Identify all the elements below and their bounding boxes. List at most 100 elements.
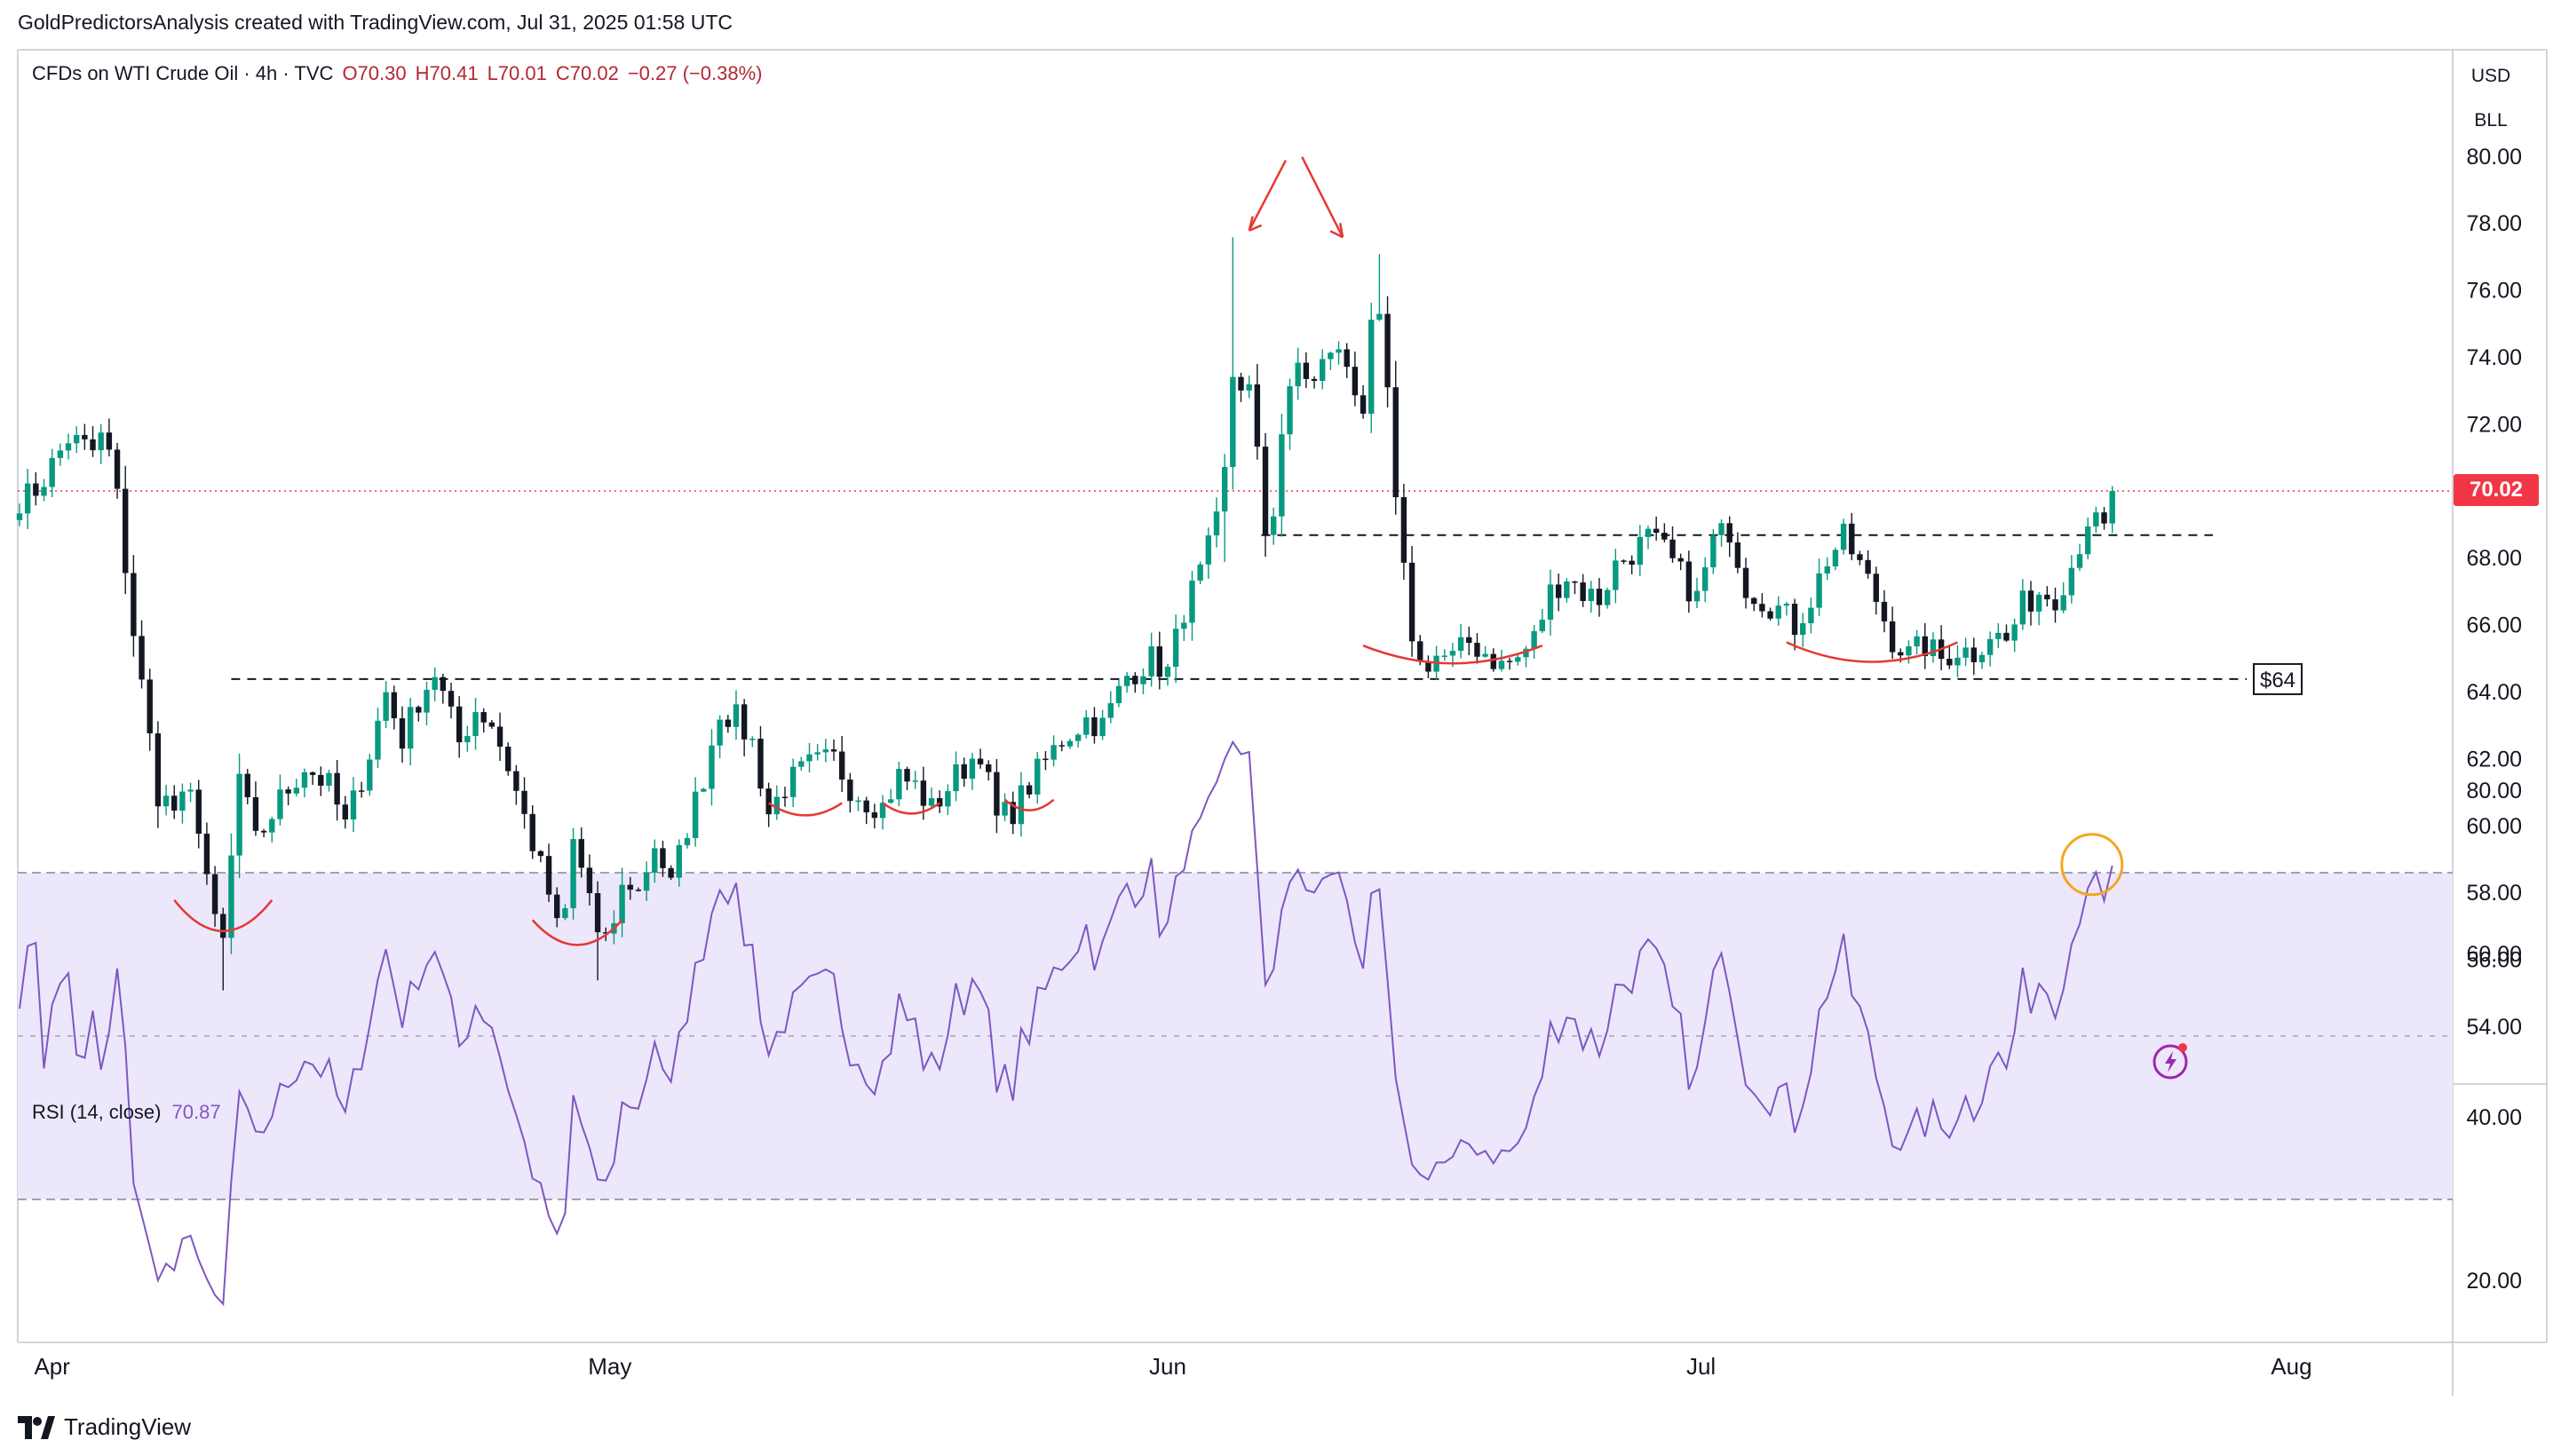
symbol-name[interactable]: CFDs on WTI Crude Oil · 4h · TVC <box>32 62 334 84</box>
candle-body <box>1018 785 1025 825</box>
candle-body <box>1091 716 1098 737</box>
candle-body <box>937 797 943 807</box>
currency-label[interactable]: USD <box>2470 66 2511 86</box>
rsi-axis[interactable]: 80.00 60.00 40.00 20.00 <box>2466 779 2522 1294</box>
candle-body <box>814 752 821 755</box>
candle-body <box>277 789 283 819</box>
candle-body <box>358 790 365 792</box>
candle-body <box>2003 632 2010 641</box>
rounded-bottom-arc <box>173 898 274 932</box>
candle-body <box>1661 533 1668 540</box>
candle-body <box>1295 362 1301 387</box>
candle-body <box>1417 641 1423 661</box>
candle-body <box>350 790 357 820</box>
candle-body <box>2076 554 2083 568</box>
candle-body <box>603 932 609 934</box>
candle-body <box>1840 523 1847 550</box>
candle-body <box>1629 560 1635 566</box>
candle-body <box>1490 653 1496 669</box>
candle-body <box>1189 580 1195 623</box>
candle-body <box>789 766 797 797</box>
candle-body <box>195 789 202 835</box>
candle-body <box>773 796 781 815</box>
candle-body <box>1865 559 1871 574</box>
branding-text: TradingView <box>64 1413 192 1440</box>
chart-attribution: GoldPredictorsAnalysis created with Trad… <box>18 11 733 34</box>
candle-body <box>1523 648 1529 658</box>
price-tick-label: 76.00 <box>2466 279 2522 304</box>
candle-body <box>1172 629 1179 668</box>
ohlc-high: H70.41 <box>415 62 479 84</box>
candle-body <box>65 443 72 451</box>
candle-body <box>187 789 194 792</box>
tradingview-branding[interactable]: TradingView <box>18 1413 191 1441</box>
candle-body <box>73 434 80 444</box>
candle-body <box>1849 523 1855 555</box>
candle-body <box>904 769 910 782</box>
candle-body <box>1783 604 1790 606</box>
candle-body <box>1857 554 1863 560</box>
time-axis[interactable]: Apr May Jun Jul Aug <box>34 1353 2311 1380</box>
candle-body <box>830 749 837 752</box>
candle-body <box>82 434 88 439</box>
rsi-legend[interactable]: RSI (14, close) 70.87 <box>32 1101 221 1124</box>
candle-body <box>1800 622 1806 636</box>
unit-label[interactable]: BLL <box>2474 110 2508 131</box>
candle-body <box>798 761 805 767</box>
candle-body <box>749 739 756 740</box>
symbol-legend[interactable]: CFDs on WTI Crude Oil · 4h · TVC O70.30 … <box>32 62 762 85</box>
candle-body <box>171 795 178 811</box>
candle-body <box>33 483 39 496</box>
candle-body <box>211 874 218 914</box>
price-tick-label: 62.00 <box>2466 747 2522 772</box>
candle-body <box>847 779 853 802</box>
candle-body <box>407 707 414 749</box>
candle-body <box>106 432 113 450</box>
candle-body <box>1824 566 1830 574</box>
candle-body <box>1360 395 1367 414</box>
rsi-band <box>18 872 2453 1200</box>
candle-body <box>733 704 740 727</box>
candle-body <box>2068 567 2075 596</box>
candle-body <box>1181 622 1187 629</box>
candle-body <box>1311 378 1318 382</box>
support-label-box <box>2253 662 2303 695</box>
candle-body <box>1596 589 1603 605</box>
flash-icon[interactable] <box>2153 1042 2190 1080</box>
double-top-arrowhead <box>1248 216 1263 232</box>
candle-body <box>155 733 162 807</box>
rsi-value: 70.87 <box>171 1101 221 1123</box>
price-levels: $64 <box>18 490 2453 695</box>
candle-body <box>1962 647 1969 658</box>
rsi-label[interactable]: RSI (14, close) <box>32 1101 162 1123</box>
candle-body <box>692 791 699 838</box>
candle-body <box>1572 581 1578 583</box>
candle-body <box>49 457 55 487</box>
candle-body <box>1734 542 1741 568</box>
candle-body <box>2109 491 2115 524</box>
candle-body <box>1791 604 1798 636</box>
candle-body <box>953 764 959 792</box>
candle-body <box>1669 539 1676 558</box>
candle-body <box>781 796 789 798</box>
price-axis[interactable]: 80.0078.0076.0074.0072.0070.0068.0066.00… <box>2466 145 2522 1040</box>
candle-body <box>806 754 813 762</box>
candle-body <box>676 844 682 878</box>
candle-body <box>1816 573 1822 608</box>
candle-body <box>1621 560 1627 562</box>
candle-body <box>1701 566 1709 591</box>
candle-body <box>1613 560 1619 590</box>
candle-body <box>1230 376 1236 467</box>
candle-body <box>57 450 64 458</box>
candle-body <box>863 800 869 813</box>
candle-body <box>1336 349 1342 353</box>
candle-body <box>448 691 455 707</box>
candle-body <box>521 790 527 814</box>
candle-body <box>855 800 861 803</box>
ohlc-low: L70.01 <box>487 62 547 84</box>
candle-body <box>1474 643 1480 657</box>
candle-body <box>1279 434 1285 517</box>
rsi-tick-label: 60.00 <box>2466 942 2522 967</box>
price-tick-label: 80.00 <box>2466 145 2522 170</box>
